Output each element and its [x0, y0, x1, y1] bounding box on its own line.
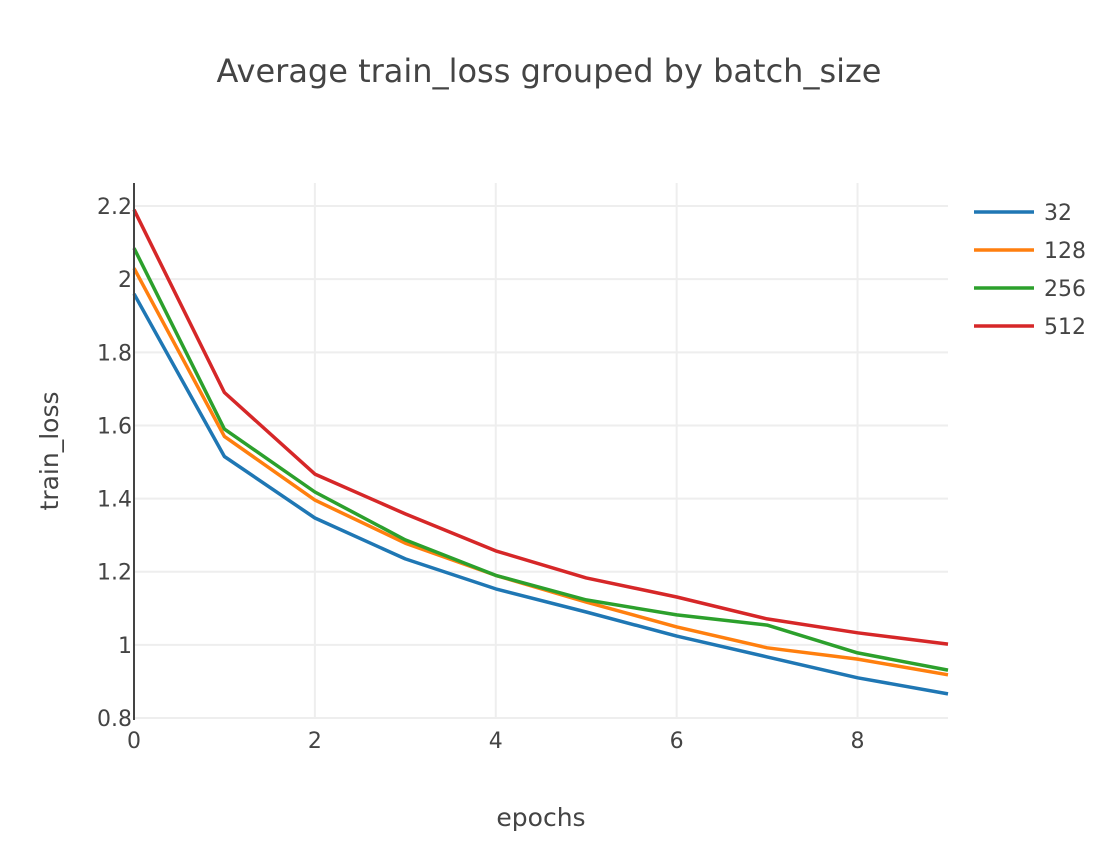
legend-label: 128 [1044, 239, 1086, 264]
legend-label: 32 [1044, 201, 1072, 226]
y-tick-label: 0.8 [97, 707, 132, 732]
x-tick-label: 4 [489, 729, 503, 754]
x-tick-label: 0 [127, 729, 141, 754]
x-axis-title: epochs [496, 803, 585, 832]
y-tick-labels: 0.8 1 1.2 1.4 1.6 1.8 2 2.2 [97, 195, 132, 732]
series-line-128 [132, 267, 949, 677]
legend-item-32[interactable]: 32 [974, 201, 1072, 226]
y-tick-label: 1.8 [97, 341, 132, 366]
y-tick-label: 2.2 [97, 195, 132, 220]
series-line-32 [132, 292, 949, 696]
y-tick-label: 1.4 [97, 488, 132, 513]
legend[interactable]: 32 128 256 512 [974, 201, 1086, 340]
legend-item-128[interactable]: 128 [974, 239, 1086, 264]
y-tick-label: 2 [118, 268, 132, 293]
legend-label: 256 [1044, 277, 1086, 302]
x-tick-label: 2 [308, 729, 322, 754]
y-tick-label: 1.6 [97, 414, 132, 439]
y-axis-title: train_loss [35, 392, 64, 511]
legend-label: 512 [1044, 315, 1086, 340]
legend-item-256[interactable]: 256 [974, 277, 1086, 302]
series-lines [132, 208, 949, 696]
x-tick-label: 6 [670, 729, 684, 754]
series-line-512 [132, 208, 949, 646]
x-tick-label: 8 [851, 729, 865, 754]
series-line-256 [132, 247, 949, 672]
y-tick-label: 1.2 [97, 561, 132, 586]
grid [134, 183, 948, 719]
chart-title: Average train_loss grouped by batch_size [217, 52, 882, 90]
y-tick-label: 1 [118, 634, 132, 659]
legend-item-512[interactable]: 512 [974, 315, 1086, 340]
x-tick-labels: 0 2 4 6 8 [127, 729, 865, 754]
